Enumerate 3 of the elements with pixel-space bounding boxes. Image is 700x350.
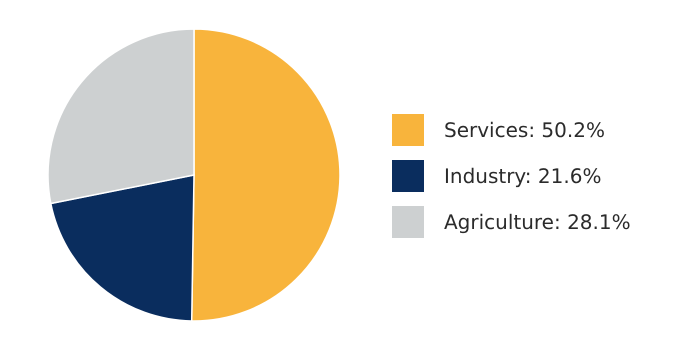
legend-label: Agriculture: 28.1% xyxy=(444,210,631,234)
legend-label: Services: 50.2% xyxy=(444,118,605,142)
legend-label: Industry: 21.6% xyxy=(444,164,602,188)
